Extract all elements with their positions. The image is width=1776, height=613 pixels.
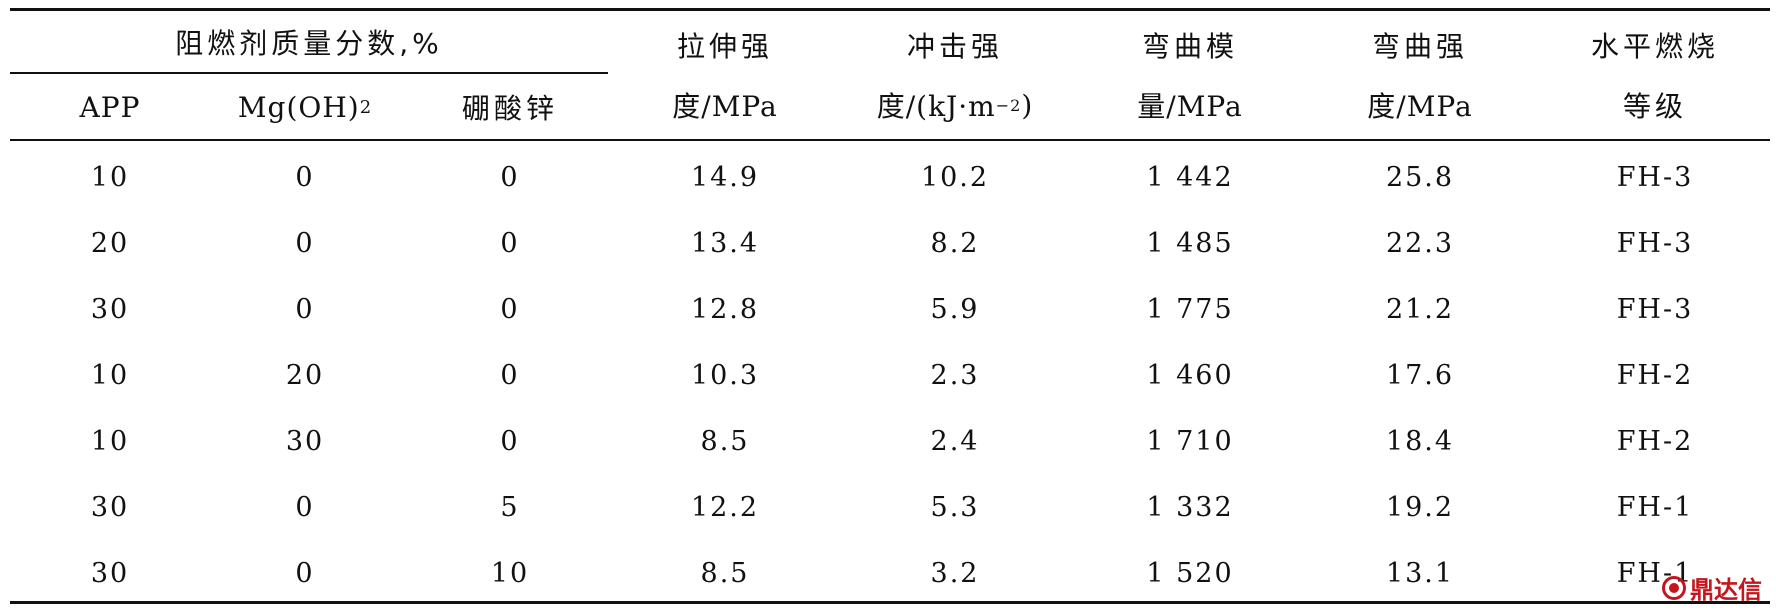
impact-unit-main: 度/(kJ·m [876, 90, 996, 123]
impact-unit-close: ) [1021, 88, 1034, 122]
group-header-underline [10, 72, 608, 74]
watermark: 鼎达信 [1662, 570, 1762, 605]
col-header-burn-line1: 水平燃烧 [1590, 30, 1719, 63]
cell-impact: 10.2 [920, 161, 990, 193]
cell-impact: 5.3 [930, 491, 980, 523]
cell-mgoh: 0 [295, 491, 315, 523]
col-header-flex-str-line1: 弯曲强 [1371, 30, 1468, 63]
cell-app: 30 [90, 557, 130, 589]
cell-impact: 3.2 [930, 557, 980, 589]
cell-impact: 2.3 [930, 359, 980, 391]
cell-burn: FH-3 [1616, 293, 1694, 325]
cell-tensile: 8.5 [700, 425, 750, 457]
cell-flex-str: 17.6 [1385, 359, 1455, 391]
col-header-mgoh2: Mg(OH) 2 [200, 78, 410, 136]
cell-tensile: 12.8 [690, 293, 760, 325]
cell-impact: 2.4 [930, 425, 980, 457]
cell-zinc: 0 [500, 359, 520, 391]
cell-burn: FH-1 [1616, 491, 1694, 523]
cell-mgoh: 0 [295, 293, 315, 325]
cell-mgoh: 0 [295, 227, 315, 259]
col-header-tensile-line1: 拉伸强 [676, 30, 773, 63]
cell-tensile: 8.5 [700, 557, 750, 589]
cell-flex-mod: 1 775 [1146, 293, 1234, 325]
cell-flex-mod: 1 485 [1146, 227, 1234, 259]
col-header-flex-str-line2: 度/MPa [1367, 90, 1473, 123]
cell-zinc: 5 [500, 491, 520, 523]
cell-flex-mod: 1 520 [1146, 557, 1234, 589]
impact-unit-exponent: −2 [995, 95, 1022, 115]
watermark-text: 鼎达信 [1690, 576, 1762, 604]
col-header-tensile-line2: 度/MPa [672, 90, 778, 123]
cell-zinc: 10 [490, 557, 530, 589]
cell-flex-mod: 1 332 [1146, 491, 1234, 523]
cell-zinc: 0 [500, 161, 520, 193]
col-header-burn-line2: 等级 [1622, 90, 1687, 123]
cell-burn: FH-3 [1616, 161, 1694, 193]
col-header-zinc-borate: 硼酸锌 [461, 92, 558, 125]
cell-app: 10 [90, 425, 130, 457]
cell-burn: FH-2 [1616, 359, 1694, 391]
cell-burn: FH-2 [1616, 425, 1694, 457]
cell-tensile: 10.3 [690, 359, 760, 391]
cell-app: 20 [90, 227, 130, 259]
cell-flex-mod: 1 442 [1146, 161, 1234, 193]
cell-flex-str: 19.2 [1385, 491, 1455, 523]
cell-zinc: 0 [500, 227, 520, 259]
cell-flex-str: 18.4 [1385, 425, 1455, 457]
cell-app: 30 [90, 293, 130, 325]
cell-flex-str: 13.1 [1385, 557, 1455, 589]
cell-tensile: 12.2 [690, 491, 760, 523]
col-header-flex-mod-line2: 量/MPa [1137, 90, 1243, 123]
cell-app: 30 [90, 491, 130, 523]
cell-mgoh: 30 [285, 425, 325, 457]
cell-flex-mod: 1 710 [1146, 425, 1234, 457]
cell-burn: FH-3 [1616, 227, 1694, 259]
cell-zinc: 0 [500, 425, 520, 457]
cell-flex-str: 22.3 [1385, 227, 1455, 259]
cell-tensile: 13.4 [690, 227, 760, 259]
header-bottom-rule [10, 139, 1770, 141]
cell-app: 10 [90, 359, 130, 391]
cell-flex-str: 25.8 [1385, 161, 1455, 193]
cell-zinc: 0 [500, 293, 520, 325]
cell-flex-mod: 1 460 [1146, 359, 1234, 391]
cell-tensile: 14.9 [690, 161, 760, 193]
col-header-impact-line2: 度/(kJ·m −2) [830, 76, 1080, 134]
cell-mgoh: 0 [295, 557, 315, 589]
cell-mgoh: 0 [295, 161, 315, 193]
col-header-impact-line1: 冲击强 [906, 30, 1003, 63]
cell-impact: 8.2 [930, 227, 980, 259]
mgoh2-main: Mg(OH) [237, 90, 360, 124]
col-header-flex-mod-line1: 弯曲模 [1141, 30, 1238, 63]
cell-flex-str: 21.2 [1385, 293, 1455, 325]
dingdaxin-logo-icon [1662, 575, 1686, 600]
group-header-flame-retardant: 阻燃剂质量分数,% [175, 27, 443, 60]
cell-mgoh: 20 [285, 359, 325, 391]
mgoh2-subscript: 2 [359, 96, 373, 118]
table-top-rule [10, 8, 1770, 11]
cell-impact: 5.9 [930, 293, 980, 325]
col-header-app: APP [79, 90, 141, 124]
cell-app: 10 [90, 161, 130, 193]
table-bottom-rule [10, 601, 1770, 604]
